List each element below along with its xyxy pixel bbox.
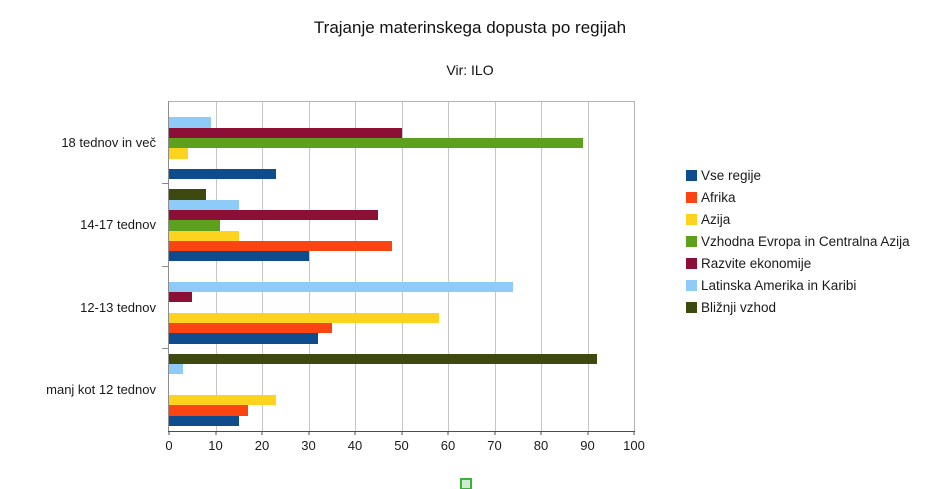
x-tick-label-30: 30 [301, 438, 316, 453]
x-tick-mark-90 [587, 431, 588, 435]
legend-swatch-icon [686, 235, 697, 247]
bar-vse-regije-cat0 [169, 168, 276, 180]
gridline-30 [308, 102, 310, 431]
x-tick-label-90: 90 [580, 438, 595, 453]
x-tick-mark-40 [354, 431, 356, 435]
gridline-60 [448, 102, 449, 431]
bar-razvite-ekonomije-cat1 [169, 209, 379, 221]
bar-azija-cat2 [169, 312, 439, 324]
bar-latinska-amerika-in-karibi-cat3 [169, 364, 183, 375]
x-tick-mark-30 [308, 431, 309, 435]
x-tick-label-20: 20 [254, 438, 270, 453]
x-tick-mark-80 [540, 431, 542, 435]
legend-item-5: Latinska Amerika in Karibi [686, 274, 910, 296]
y-axis-line [168, 101, 169, 432]
x-tick-mark-10 [215, 431, 216, 435]
legend-item-0: Vse regije [686, 164, 910, 186]
bar-latinska-amerika-in-karibi-cat0 [169, 117, 211, 128]
category-label-1: 14-17 tednov [80, 217, 156, 233]
y-tick-mark-2 [162, 265, 168, 267]
x-tick-label-10: 10 [208, 438, 223, 453]
legend-item-6: Bližnji vzhod [686, 296, 910, 318]
gridline-90 [587, 102, 589, 431]
x-tick-label-100: 100 [623, 438, 645, 453]
x-tick-mark-20 [261, 431, 263, 435]
gridline-70 [494, 102, 496, 431]
bar-vse-regije-cat2 [169, 333, 318, 344]
legend-swatch-icon [686, 169, 697, 181]
legend-label: Azija [701, 211, 731, 227]
x-tick-label-60: 60 [440, 438, 456, 453]
legend-swatch-icon [686, 191, 697, 203]
x-tick-label-0: 0 [165, 438, 173, 453]
x-tick-mark-100 [633, 431, 635, 435]
bar-bli-nji-vzhod-cat1 [169, 189, 207, 200]
legend: Vse regije Afrika Azija Vzhodna Evropa in C… [686, 164, 910, 318]
y-tick-mark-3 [162, 347, 168, 349]
category-label-0: 18 tednov in več [61, 135, 156, 151]
bar-razvite-ekonomije-cat2 [169, 292, 193, 303]
x-axis-tick-marks [168, 431, 635, 435]
bar-afrika-cat2 [169, 323, 332, 334]
x-tick-mark-50 [401, 431, 402, 435]
x-tick-label-40: 40 [347, 438, 363, 453]
legend-swatch-icon [686, 279, 697, 291]
bar-bli-nji-vzhod-cat3 [169, 353, 597, 365]
gridline-10 [215, 102, 217, 431]
bar-afrika-cat1 [169, 240, 393, 252]
y-axis-tick-marks [162, 101, 168, 430]
legend-label: Latinska Amerika in Karibi [701, 277, 857, 293]
legend-item-1: Afrika [686, 186, 910, 208]
bar-vse-regije-cat3 [169, 415, 239, 426]
legend-label: Vse regije [701, 167, 762, 183]
bar-latinska-amerika-in-karibi-cat2 [169, 281, 514, 293]
legend-label: Vzhodna Evropa in Centralna Azija [701, 233, 910, 249]
x-tick-label-70: 70 [487, 438, 502, 453]
x-tick-mark-0 [168, 431, 170, 435]
gridline-80 [541, 102, 542, 431]
legend-swatch-icon [686, 257, 697, 269]
category-label-2: 12-13 tednov [80, 299, 156, 315]
bar-azija-cat0 [169, 148, 188, 159]
x-tick-label-80: 80 [533, 438, 549, 453]
legend-label: Razvite ekonomije [701, 255, 812, 271]
bar-afrika-cat3 [169, 405, 249, 416]
chart-subtitle: Vir: ILO [446, 62, 494, 78]
bar-azija-cat3 [169, 395, 276, 406]
legend-label: Afrika [701, 189, 736, 205]
selection-handle[interactable] [460, 478, 472, 489]
x-tick-label-50: 50 [394, 438, 409, 453]
legend-item-4: Razvite ekonomije [686, 252, 910, 274]
x-axis-tick-labels: 0 10 20 30 40 50 60 70 80 90 100 [165, 438, 644, 454]
legend-item-2: Azija [686, 208, 910, 230]
gridline-20 [262, 102, 263, 431]
bar-vzhodna-evropa-in-centralna-azija-cat1 [169, 220, 221, 231]
chart-title: Trajanje materinskega dopusta po regijah [313, 18, 627, 37]
gridline-50 [401, 102, 403, 431]
bar-azija-cat1 [169, 230, 239, 241]
legend-item-3: Vzhodna Evropa in Centralna Azija [686, 230, 910, 252]
bar-latinska-amerika-in-karibi-cat1 [169, 199, 239, 210]
gridline-40 [355, 102, 356, 431]
y-axis-category-labels: 18 tednov in več 14-17 tednov 12-13 tednov… [0, 102, 156, 431]
x-tick-mark-70 [494, 431, 495, 435]
legend-swatch-icon [686, 213, 697, 225]
category-label-3: manj kot 12 tednov [46, 381, 156, 397]
legend-label: Bližnji vzhod [701, 299, 777, 315]
bar-vse-regije-cat1 [169, 251, 309, 262]
bar-vzhodna-evropa-in-centralna-azija-cat0 [169, 137, 583, 149]
x-tick-mark-60 [447, 431, 449, 435]
legend-swatch-icon [686, 301, 697, 313]
plot-area [168, 101, 635, 432]
bar-razvite-ekonomije-cat0 [169, 127, 402, 138]
y-tick-mark-1 [162, 183, 168, 185]
